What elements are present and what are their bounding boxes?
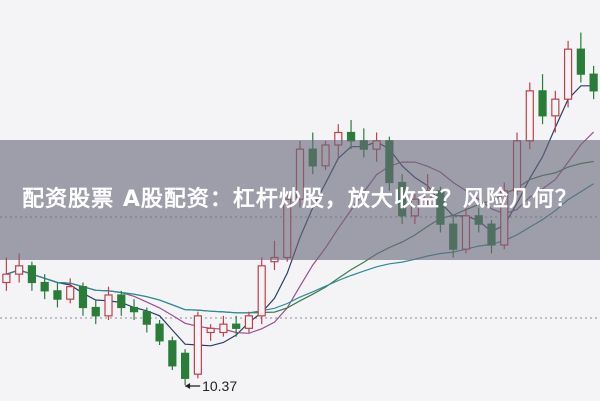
candle-up [257, 265, 266, 317]
candle-down [538, 90, 547, 117]
candle-down [155, 323, 164, 342]
candle-down [168, 340, 177, 367]
candle-up [525, 90, 534, 142]
article-title: 配资股票 A股配资：杠杆炒股，放大收益？风险几何？ [22, 187, 578, 212]
candle-up [219, 323, 228, 334]
candle-up [244, 315, 254, 329]
candle-down [27, 265, 37, 284]
candle-down [91, 306, 100, 317]
annotation-arrowhead [185, 383, 191, 389]
candle-up [206, 327, 215, 334]
candle-down [232, 323, 241, 329]
low-price-label: 10.37 [202, 378, 237, 394]
candle-up [193, 315, 202, 375]
candle-down [576, 48, 585, 75]
candle-down [142, 311, 151, 325]
candle-down [117, 294, 126, 309]
candle-down [78, 286, 88, 309]
candle-up [15, 265, 24, 275]
candle-up [563, 48, 573, 100]
candle-up [104, 294, 113, 317]
candle-up [66, 286, 75, 300]
candle-down [589, 73, 598, 92]
candle-down [180, 352, 190, 379]
candle-up [551, 98, 560, 117]
candle-up [2, 273, 11, 284]
candle-down [40, 281, 49, 292]
candle-down [129, 306, 139, 313]
title-banner: 配资股票 A股配资：杠杆炒股，放大收益？风险几何？ [0, 140, 600, 260]
candle-down [53, 290, 62, 300]
